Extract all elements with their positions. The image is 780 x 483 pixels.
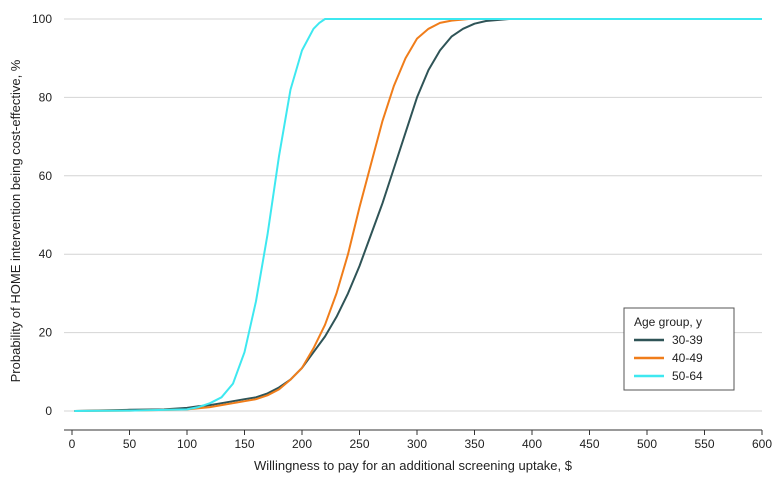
legend-title: Age group, y [634, 315, 702, 329]
x-tick-label: 500 [637, 437, 657, 451]
x-tick-label: 350 [464, 437, 484, 451]
x-tick-label: 250 [349, 437, 369, 451]
x-tick-label: 100 [177, 437, 197, 451]
x-tick-label: 400 [522, 437, 542, 451]
series-line-50-64 [74, 18, 762, 412]
x-tick-label: 0 [69, 437, 76, 451]
legend-label-30-39: 30-39 [672, 333, 703, 347]
legend: Age group, y 30-39 40-49 50-64 [623, 307, 735, 391]
x-tick-label: 550 [694, 437, 714, 451]
series-lines [74, 18, 762, 412]
y-tick-label: 20 [39, 326, 53, 340]
y-tick-label: 60 [39, 169, 53, 183]
y-axis-ticks: 0 20 40 60 80 100 [32, 12, 52, 418]
x-tick-label: 200 [292, 437, 312, 451]
x-axis-ticks: 0 50 100 150 200 250 300 350 400 450 500 550 600 [69, 430, 772, 451]
y-axis-title: Probability of HOME intervention being c… [8, 59, 23, 382]
series-line-30-39 [74, 18, 762, 412]
series-line-40-49 [74, 18, 762, 412]
x-tick-label: 600 [752, 437, 772, 451]
legend-label-40-49: 40-49 [672, 351, 703, 365]
y-tick-label: 100 [32, 12, 52, 26]
x-axis-title: Willingness to pay for an additional scr… [254, 458, 573, 473]
x-tick-label: 150 [234, 437, 254, 451]
x-tick-label: 450 [579, 437, 599, 451]
x-tick-label: 50 [123, 437, 137, 451]
x-tick-label: 300 [407, 437, 427, 451]
y-tick-label: 40 [39, 247, 53, 261]
y-tick-label: 0 [45, 404, 52, 418]
y-tick-label: 80 [39, 90, 53, 104]
legend-items: 30-39 40-49 50-64 [634, 333, 703, 383]
legend-label-50-64: 50-64 [672, 369, 703, 383]
